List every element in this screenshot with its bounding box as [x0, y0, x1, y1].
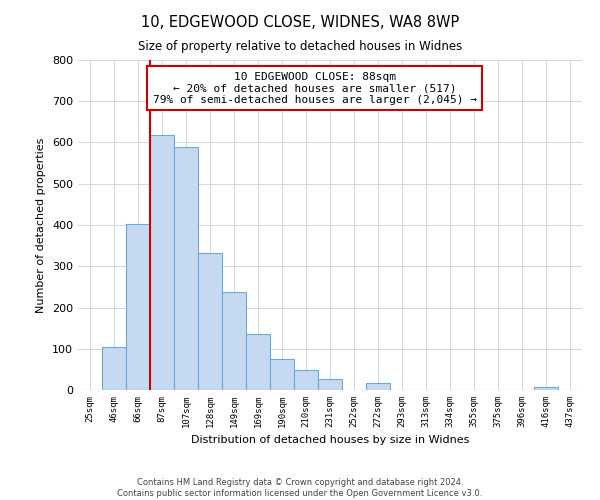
Bar: [198, 253, 222, 390]
Text: 10, EDGEWOOD CLOSE, WIDNES, WA8 8WP: 10, EDGEWOOD CLOSE, WIDNES, WA8 8WP: [141, 15, 459, 30]
Bar: [270, 359, 294, 390]
Bar: [318, 380, 342, 390]
Text: Size of property relative to detached houses in Widnes: Size of property relative to detached ho…: [138, 40, 462, 53]
Y-axis label: Number of detached properties: Number of detached properties: [37, 138, 46, 312]
Bar: [102, 346, 126, 390]
X-axis label: Distribution of detached houses by size in Widnes: Distribution of detached houses by size …: [191, 436, 469, 446]
Bar: [126, 224, 150, 390]
Bar: [246, 334, 270, 390]
Text: Contains HM Land Registry data © Crown copyright and database right 2024.
Contai: Contains HM Land Registry data © Crown c…: [118, 478, 482, 498]
Bar: [150, 136, 174, 390]
Bar: [294, 370, 318, 390]
Bar: [222, 292, 246, 390]
Bar: [366, 384, 390, 390]
Bar: [534, 387, 558, 390]
Bar: [174, 146, 198, 390]
Text: 10 EDGEWOOD CLOSE: 88sqm
← 20% of detached houses are smaller (517)
79% of semi-: 10 EDGEWOOD CLOSE: 88sqm ← 20% of detach…: [153, 72, 477, 105]
